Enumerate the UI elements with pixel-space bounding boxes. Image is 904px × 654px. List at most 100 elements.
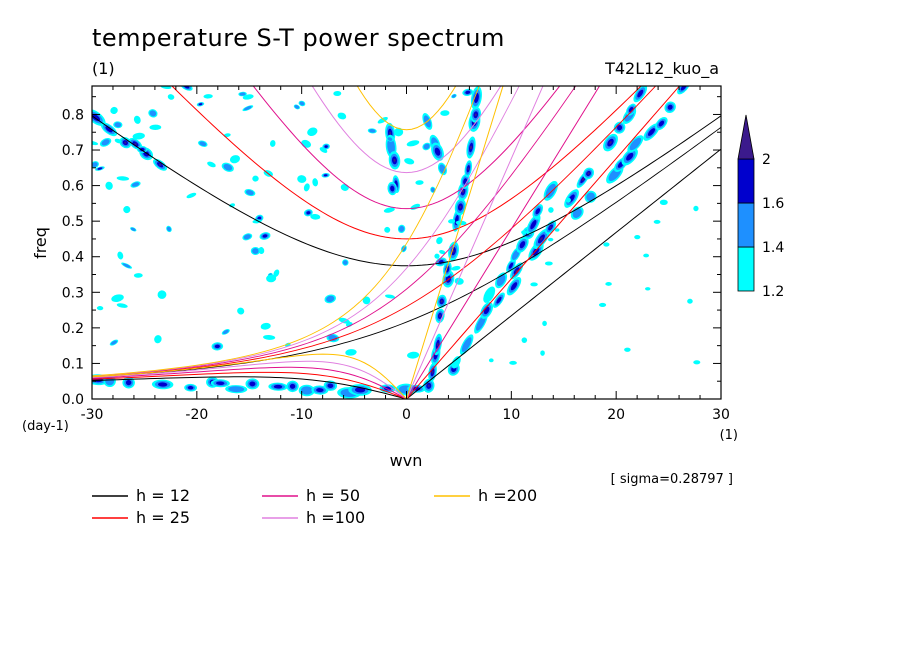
power-speckle xyxy=(180,86,193,91)
x-axis-label: wvn xyxy=(390,451,423,470)
low-freq-band xyxy=(298,384,315,397)
power-speckle xyxy=(252,219,262,224)
low-freq-band xyxy=(348,384,372,396)
low-freq-band xyxy=(151,379,174,390)
low-freq-band xyxy=(245,378,260,390)
power-speckle xyxy=(157,290,167,299)
ridge-3 xyxy=(626,103,637,116)
power-speckle xyxy=(554,228,560,232)
low-freq-band xyxy=(311,385,329,395)
rossby-curve-h12 xyxy=(92,376,407,399)
power-speckle xyxy=(116,176,130,181)
west-upper-band xyxy=(119,136,132,149)
y-unit-label: (day-1) xyxy=(22,419,69,434)
eig-curve-h200 xyxy=(356,86,457,131)
mrg-curve-h200 xyxy=(92,86,480,377)
power-speckle xyxy=(534,216,541,220)
low-freq-band xyxy=(210,379,230,388)
ridge-3 xyxy=(633,86,648,103)
ridge-2 xyxy=(516,236,529,253)
column-3 xyxy=(431,142,444,161)
low-freq-band xyxy=(286,380,299,393)
legend-label: h =200 xyxy=(478,486,537,505)
power-speckle xyxy=(384,294,396,299)
ridge-3 xyxy=(603,133,618,152)
colorbar-segment xyxy=(737,158,755,204)
power-speckle xyxy=(242,105,254,112)
y-tick-label: 0.6 xyxy=(62,179,84,195)
mrg-curve-h100 xyxy=(92,86,520,377)
power-speckle xyxy=(130,227,137,232)
power-speckle xyxy=(643,253,650,258)
power-speckle xyxy=(223,133,231,138)
power-speckle xyxy=(462,88,474,97)
power-speckle xyxy=(207,161,216,168)
x-unit-label: (1) xyxy=(720,428,738,443)
y-tick-label: 0.0 xyxy=(62,392,84,408)
rossby-curve-h50 xyxy=(92,366,407,399)
kelvin-wave-ridge-1 xyxy=(466,136,476,159)
power-speckle xyxy=(259,232,271,240)
power-speckle xyxy=(242,233,253,241)
power-speckle xyxy=(221,162,234,172)
ridge-2 xyxy=(459,334,474,355)
kelvin-wave-ridge-1 xyxy=(435,308,445,324)
power-speckle xyxy=(130,181,141,188)
power-speckle xyxy=(109,339,119,346)
x-tick-label: 30 xyxy=(712,407,730,423)
ridge-2 xyxy=(480,302,494,319)
y-tick-label: 0.8 xyxy=(62,107,84,123)
sigma-note: [ sigma=0.28797 ] xyxy=(611,472,733,487)
legend-label: h =100 xyxy=(306,508,365,527)
power-speckle xyxy=(252,175,259,182)
kelvin-curve-h200 xyxy=(406,86,504,399)
power-speckle xyxy=(123,205,131,214)
power-speckle xyxy=(298,100,306,107)
y-tick-label: 0.2 xyxy=(62,321,84,337)
legend-label: h = 50 xyxy=(306,486,360,505)
colorbar-segment xyxy=(737,202,755,248)
eig-curve-h100 xyxy=(311,86,502,174)
ridge-4 xyxy=(677,86,691,95)
colorbar-label: 1.2 xyxy=(762,284,784,300)
power-speckle xyxy=(167,94,175,100)
rossby-curve-h100 xyxy=(92,360,407,399)
power-speckle xyxy=(154,335,162,344)
power-speckle xyxy=(310,213,321,220)
power-speckle xyxy=(436,236,443,245)
power-speckle xyxy=(521,337,528,343)
power-speckle xyxy=(598,302,607,307)
x-tick-label: -20 xyxy=(185,407,208,423)
west-upper-band xyxy=(100,122,118,137)
power-speckle xyxy=(133,115,141,124)
power-speckle xyxy=(105,181,113,190)
power-speckle xyxy=(659,199,668,206)
power-speckle xyxy=(439,250,446,255)
power-speckle xyxy=(605,282,612,286)
y-tick-label: 0.5 xyxy=(62,214,84,230)
kelvin-wave-ridge-1 xyxy=(464,160,473,178)
eig-curve-h12 xyxy=(92,115,721,267)
dispersion-curves xyxy=(92,86,721,399)
power-speckle xyxy=(521,230,527,235)
power-speckle xyxy=(293,104,300,110)
power-speckle xyxy=(383,207,395,213)
x-tick-label: 0 xyxy=(402,407,411,423)
kelvin-wave-ridge-1 xyxy=(428,362,437,382)
power-speckle xyxy=(113,121,123,129)
power-speckle xyxy=(434,253,440,259)
ridge-4 xyxy=(655,116,668,131)
power-speckle xyxy=(693,205,699,212)
ridge-3 xyxy=(506,276,522,296)
y-tick-label: 0.3 xyxy=(62,285,84,301)
kelvin-curve-h25 xyxy=(406,86,681,399)
power-speckle xyxy=(337,112,347,120)
plot-area: -30 -20 -10 0 10 20 30 0.0 0.1 0.2 0.3 0.4 0.5 0.6 0.7… xyxy=(62,85,730,423)
ridge-3 xyxy=(493,292,505,308)
power-speckle xyxy=(377,116,388,124)
power-speckle xyxy=(137,146,148,153)
y-tick-label: 0.4 xyxy=(62,250,84,266)
power-speckle xyxy=(342,259,349,266)
kelvin-wave-ridge-1 xyxy=(436,294,447,309)
ridge-2 xyxy=(495,272,508,289)
